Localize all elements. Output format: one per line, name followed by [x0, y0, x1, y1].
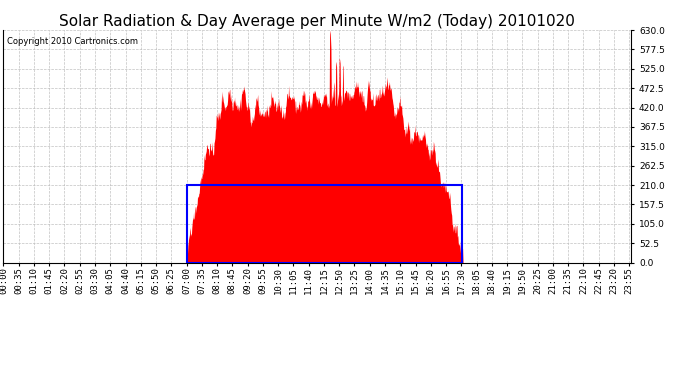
Bar — [186, 185, 462, 262]
Title: Solar Radiation & Day Average per Minute W/m2 (Today) 20101020: Solar Radiation & Day Average per Minute… — [59, 14, 575, 29]
Text: Copyright 2010 Cartronics.com: Copyright 2010 Cartronics.com — [7, 37, 137, 46]
